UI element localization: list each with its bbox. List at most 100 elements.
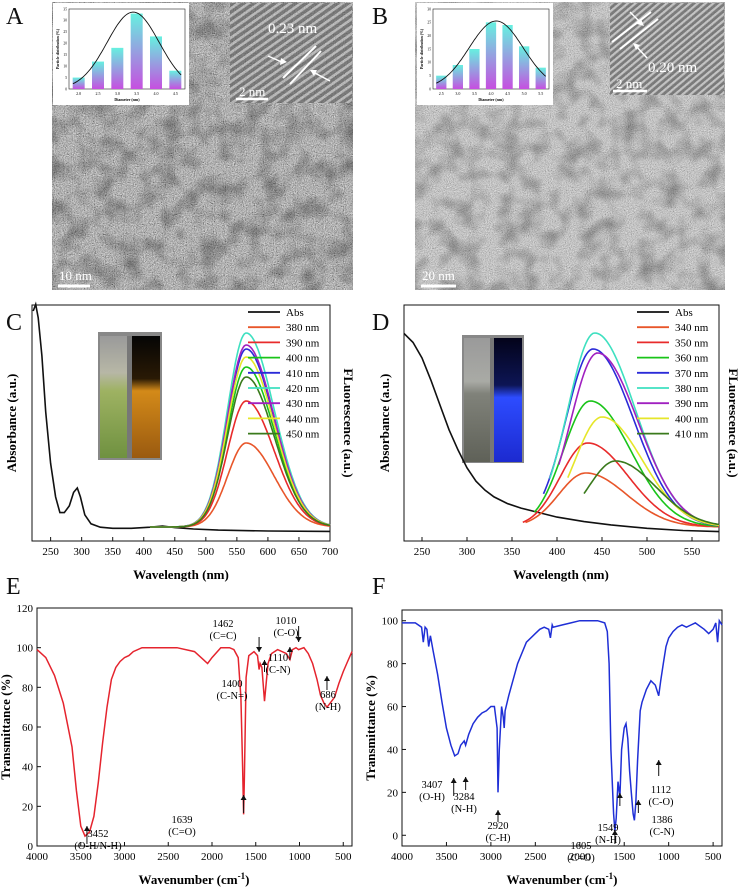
annotation-label-f: 1112 — [651, 785, 671, 796]
x-tick-label-d: 500 — [639, 546, 656, 558]
annotation-group-f: (N-H) — [595, 835, 621, 846]
legend-label-d: 350 nm — [675, 337, 709, 349]
legend-label-d: 360 nm — [675, 353, 709, 365]
annotation-group-e: (C-N) — [265, 665, 291, 676]
fluorescence-curve-d — [525, 472, 719, 528]
y-tick-label-e: 100 — [17, 643, 34, 655]
panel-d: 250 300 350 400 450 500 550 Abs 340 nm 350 nm 360… — [377, 304, 738, 582]
histogram-bar-b — [519, 46, 530, 89]
annotation-group-e: (N-H) — [315, 702, 341, 713]
histogram-tick-label-a: 3.0 — [115, 91, 120, 96]
annotation-group-f: (C=O) — [567, 853, 595, 864]
x-tick-label-e: 1000 — [289, 851, 312, 863]
histogram-background-b — [417, 3, 553, 105]
y-axis-right-label-c: FLuorescence (a.u.) — [341, 368, 356, 477]
x-tick-label-e: 3000 — [114, 851, 137, 863]
histogram-y-tick-a: 30 — [63, 19, 67, 23]
size-histogram-b: 2.5 3.0 3.5 4.0 4.5 5.0 5.5 0 5 10 15 20 25 30 Particl… — [417, 3, 553, 105]
x-tick-label-f: 3500 — [435, 851, 458, 863]
histogram-tick-label-a: 4.0 — [154, 91, 159, 96]
legend-label-c: 450 nm — [286, 429, 320, 441]
panel-letter-f: F — [372, 574, 385, 600]
x-tick-label-e: 1500 — [245, 851, 268, 863]
x-tick-label-f: 2000 — [569, 851, 592, 863]
annotation-arrowhead-f — [611, 830, 618, 835]
panel-letter-d: D — [372, 310, 389, 336]
legend-label-c: 430 nm — [286, 398, 320, 410]
histogram-y-tick-a: 10 — [63, 64, 67, 68]
annotation-arrowhead-f — [635, 800, 642, 805]
histogram-x-label-b: Diameter (nm) — [478, 97, 504, 102]
histogram-tick-label-b: 5.0 — [522, 91, 527, 96]
annotation-arrowhead-f — [462, 777, 469, 782]
spectra-c — [32, 301, 331, 533]
x-tick-label-e: 4000 — [26, 851, 49, 863]
histogram-tick-label-a: 3.5 — [134, 91, 139, 96]
annotation-label-f: 3284 — [454, 792, 476, 803]
fluorescence-curve-d — [567, 416, 720, 527]
x-tick-label-d: 400 — [549, 546, 566, 558]
histogram-bar-a — [72, 77, 85, 89]
x-tick-label-c: 350 — [104, 546, 121, 558]
histogram-frame-a — [68, 8, 186, 90]
inset-scale-label-b: 2 nm — [616, 76, 642, 91]
histogram-bar-a — [92, 61, 104, 89]
histogram-tick-label-b: 3.0 — [455, 91, 460, 96]
annotation-arrowhead-e — [323, 676, 330, 681]
annotation-label-e: 1462 — [213, 619, 234, 630]
histogram-y-tick-a: 0 — [65, 87, 67, 91]
y-tick-label-e: 60 — [22, 722, 34, 734]
annotation-group-f: (O-H) — [419, 792, 445, 803]
y-tick-label-e: 80 — [22, 682, 34, 694]
annotation-arrowhead-e — [83, 826, 90, 831]
annotation-group-e: (C=O) — [168, 827, 196, 838]
x-tick-label-f: 3000 — [480, 851, 503, 863]
histogram-tick-label-b: 4.0 — [489, 91, 494, 96]
histogram-tick-label-b: 5.5 — [538, 91, 543, 96]
ftir-e: 4000 3500 3000 2500 2000 1500 1000 500 0 20 40 60 80… — [17, 603, 353, 863]
y-tick-label-f: 60 — [387, 702, 399, 714]
histogram-bar-b — [502, 25, 513, 89]
x-tick-label-f: 4000 — [391, 851, 414, 863]
fluorescence-curve-c — [150, 376, 331, 528]
histogram-bar-b — [485, 22, 497, 89]
y-axis-label-e: Transmittance (%) — [0, 674, 13, 780]
histogram-bar-b — [436, 75, 447, 89]
legend-d: Abs 340 nm 350 nm 360 nm 370 nm 380 nm 390 nm 4… — [637, 307, 709, 441]
x-axis-label-f: Wavenumber (cm-1) — [507, 871, 618, 887]
x-tick-label-c: 250 — [42, 546, 59, 558]
x-tick-label-e: 2500 — [157, 851, 180, 863]
histogram-y-tick-a: 35 — [63, 7, 67, 11]
fluorescence-curve-c — [150, 442, 331, 528]
annotation-label-e: 1400 — [222, 679, 243, 690]
x-tick-label-d: 250 — [414, 546, 431, 558]
histogram-y-tick-a: 25 — [63, 30, 67, 34]
x-tick-label-c: 500 — [198, 546, 215, 558]
annotation-arrowhead-e — [286, 647, 293, 652]
histogram-tick-label-b: 4.5 — [505, 91, 510, 96]
panel-a: 0.23 nm 2 nm 10 nm 2.0 2.5 3.0 3.5 4.0 4.5 0 5 1… — [52, 2, 353, 290]
fluorescence-curve-d — [533, 400, 719, 527]
histogram-y-tick-b: 30 — [427, 7, 431, 11]
legend-label-d: 380 nm — [675, 383, 709, 395]
x-tick-label-f: 1500 — [613, 851, 636, 863]
y-tick-label-e: 40 — [22, 762, 34, 774]
histogram-y-tick-b: 0 — [429, 87, 431, 91]
scale-bar-label-a: 10 nm — [59, 268, 92, 283]
annotation-label-e: 686 — [320, 690, 336, 701]
annotation-label-f: 2920 — [488, 821, 509, 832]
annotation-label-e: 3452 — [88, 829, 109, 840]
histogram-y-tick-b: 5 — [429, 74, 431, 78]
plot-frame-f — [401, 609, 723, 847]
gaussian-fit-a — [72, 11, 182, 85]
annotation-arrowhead-f — [616, 793, 623, 798]
annotation-arrowhead-f — [655, 760, 662, 765]
x-tick-label-c: 600 — [260, 546, 277, 558]
histogram-y-label-b: Particle distribution (%) — [420, 28, 424, 69]
annotation-label-e: 1639 — [172, 815, 193, 826]
annotation-group-f: (C-O) — [648, 797, 674, 808]
x-axis-label-c: Wavelength (nm) — [133, 567, 229, 582]
histogram-bar-a — [130, 13, 143, 90]
histogram-tick-label-b: 2.5 — [439, 91, 444, 96]
scale-bar-label-b: 20 nm — [422, 268, 455, 283]
